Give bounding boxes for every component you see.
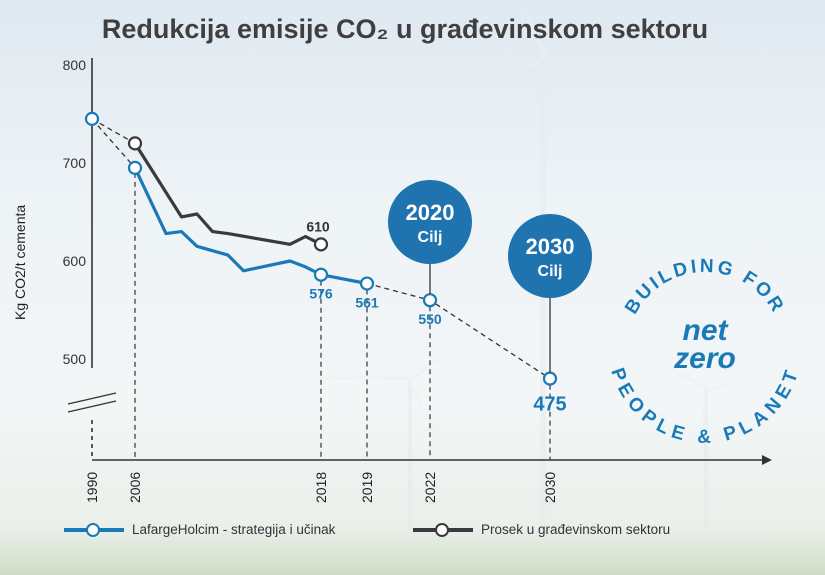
series-line-industry-average: [133, 142, 322, 246]
axes: 800 700 600 500 1990 2006 2018 2019 2022 2030: [63, 57, 772, 503]
goal-caption-label: Cilj: [538, 263, 563, 280]
marker-lafargeholcim: [127, 160, 143, 175]
marker-industry-average: [127, 136, 143, 151]
goal-year-label: 2030: [526, 234, 575, 259]
data-label: 576: [309, 286, 333, 302]
x-tick-label: 2022: [422, 472, 438, 503]
series-line-lafargeholcim: [133, 167, 368, 286]
marker-target: [542, 371, 558, 386]
y-tick-label: 800: [63, 57, 87, 73]
data-label: 475: [533, 394, 566, 416]
data-labels: 610 576 561 550 475: [306, 218, 566, 415]
y-tick-label: 700: [63, 155, 87, 171]
marker-lafargeholcim: [84, 111, 100, 127]
marker-lafargeholcim: [359, 276, 375, 291]
svg-text:PEOPLE & PLANET: PEOPLE & PLANET: [606, 365, 803, 448]
connector-line: [91, 118, 136, 169]
data-label: 550: [418, 311, 442, 327]
logo-net-text: net: [683, 314, 730, 347]
y-tick-label: 500: [63, 351, 87, 367]
data-label: 561: [355, 295, 379, 311]
building-for-net-zero-logo: BUILDING FOR PEOPLE & PLANET net zero: [606, 258, 803, 448]
legend-label-lafargeholcim: LafargeHolcim - strategija i učinak: [132, 522, 336, 537]
legend-item-lafargeholcim: LafargeHolcim - strategija i učinak: [64, 522, 335, 537]
data-label: 610: [306, 218, 330, 234]
x-axis-arrow-icon: [762, 455, 772, 465]
goal-badge: [388, 180, 472, 264]
goal-year-label: 2020: [406, 200, 455, 225]
y-axis-label: Kg CO2/t cementa: [12, 204, 28, 320]
goal-caption-label: Cilj: [418, 229, 443, 246]
x-tick-label: 2030: [542, 472, 558, 503]
connector-line: [91, 118, 136, 144]
goal-badge: [508, 214, 592, 298]
x-tick-label: 2006: [127, 472, 143, 503]
target-path-line: [366, 282, 551, 380]
legend-swatch-blue: [64, 522, 124, 537]
series-markers: [84, 111, 558, 386]
x-tick-label: 2018: [313, 472, 329, 503]
guide-lines: [134, 172, 551, 460]
x-tick-label: 1990: [84, 472, 100, 503]
y-tick-label: 600: [63, 253, 87, 269]
chart-title: Redukcija emisije CO₂ u građevinskom sek…: [101, 14, 709, 44]
logo-bottom-text: PEOPLE & PLANET: [606, 365, 800, 448]
marker-industry-average: [313, 237, 329, 252]
wind-turbine-icon: [290, 330, 470, 530]
legend-swatch-dark: [413, 522, 473, 537]
logo-top-text: BUILDING FOR: [621, 258, 786, 318]
goal-badges: 2020 Cilj 2030 Cilj: [388, 180, 592, 373]
svg-text:BUILDING FOR: BUILDING FOR: [621, 258, 789, 318]
legend-label-industry-average: Prosek u građevinskom sektoru: [481, 522, 671, 537]
legend-item-industry-average: Prosek u građevinskom sektoru: [413, 522, 670, 537]
x-tick-label: 2019: [359, 472, 375, 503]
logo-zero-text: zero: [673, 342, 736, 375]
axis-break-mark: [67, 400, 117, 413]
axis-break-mark: [67, 392, 117, 405]
marker-target: [422, 293, 438, 308]
marker-lafargeholcim: [313, 267, 329, 282]
